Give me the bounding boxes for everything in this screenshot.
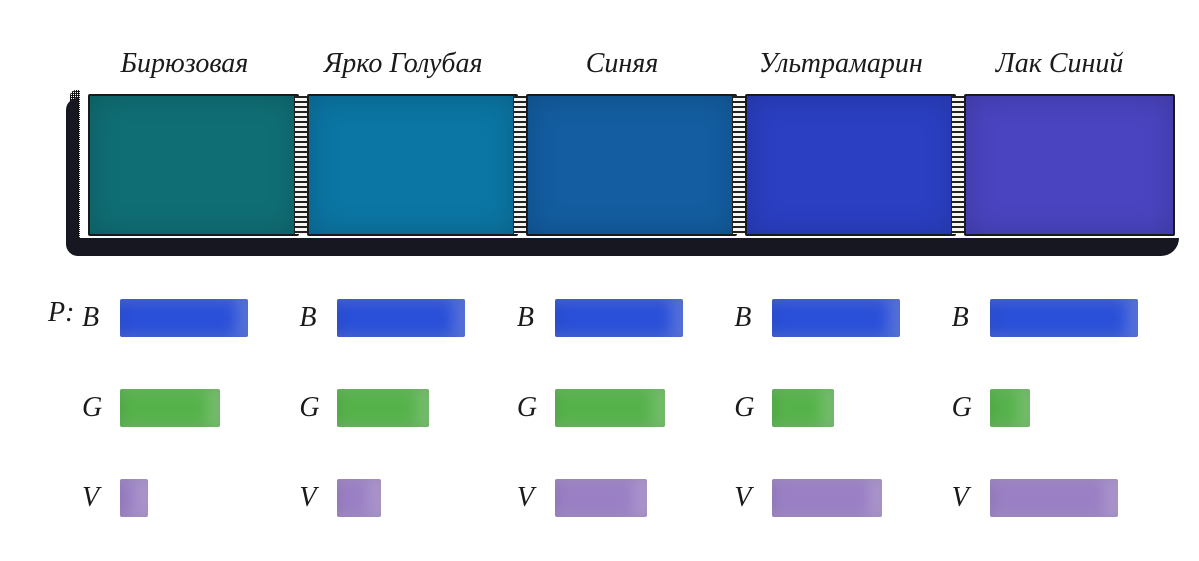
paint-label: Ярко Голубая (294, 48, 513, 80)
row-label: G (952, 392, 980, 424)
swatch-cell (741, 90, 960, 240)
bar-b (120, 299, 248, 337)
row-label: V (82, 482, 110, 514)
row-label: V (952, 482, 980, 514)
swatch-lak-siniy (964, 94, 1175, 236)
bar-b (555, 299, 683, 337)
swatch-cell (960, 90, 1179, 240)
bar-g (555, 389, 665, 427)
row-label: V (734, 482, 762, 514)
swatch-biryuzovaya (88, 94, 299, 236)
bar-v (990, 479, 1118, 517)
paint-label: Бирюзовая (75, 48, 294, 80)
row-label: B (299, 302, 327, 334)
row-label: V (299, 482, 327, 514)
tray-bottom-edge (70, 238, 1179, 256)
bar-b (337, 299, 465, 337)
paint-label: Ультрамарин (731, 48, 950, 80)
bar-b (772, 299, 900, 337)
bar-g (990, 389, 1030, 427)
paint-label: Лак Синий (950, 48, 1169, 80)
row-label: B (734, 302, 762, 334)
row-label: G (517, 392, 545, 424)
swatch-cell (522, 90, 741, 240)
bar-g (772, 389, 834, 427)
row-label: G (82, 392, 110, 424)
bar-v (120, 479, 148, 517)
row-label: B (82, 302, 110, 334)
swatch-cell (303, 90, 522, 240)
bar-b (990, 299, 1138, 337)
row-v: V V V V V (82, 468, 1169, 528)
row-label: B (952, 302, 980, 334)
row-label: V (517, 482, 545, 514)
row-label: G (734, 392, 762, 424)
bar-v (337, 479, 381, 517)
legend-prefix: P: (48, 297, 74, 329)
row-label: G (299, 392, 327, 424)
row-label: B (517, 302, 545, 334)
swatch-sinyaya (526, 94, 737, 236)
proportion-grid: B B B B B G G G G G V V V V V (82, 288, 1169, 558)
swatch-cell (84, 90, 303, 240)
paint-tray (70, 90, 1179, 240)
bar-g (337, 389, 429, 427)
row-b: B B B B B (82, 288, 1169, 348)
paint-labels-row: Бирюзовая Ярко Голубая Синяя Ультрамарин… (75, 48, 1169, 80)
bar-v (555, 479, 647, 517)
swatch-ultramarin (745, 94, 956, 236)
tray-swatches (84, 90, 1179, 240)
bar-g (120, 389, 220, 427)
row-g: G G G G G (82, 378, 1169, 438)
bar-v (772, 479, 882, 517)
paint-label: Синяя (513, 48, 732, 80)
swatch-yarko-golubaya (307, 94, 518, 236)
